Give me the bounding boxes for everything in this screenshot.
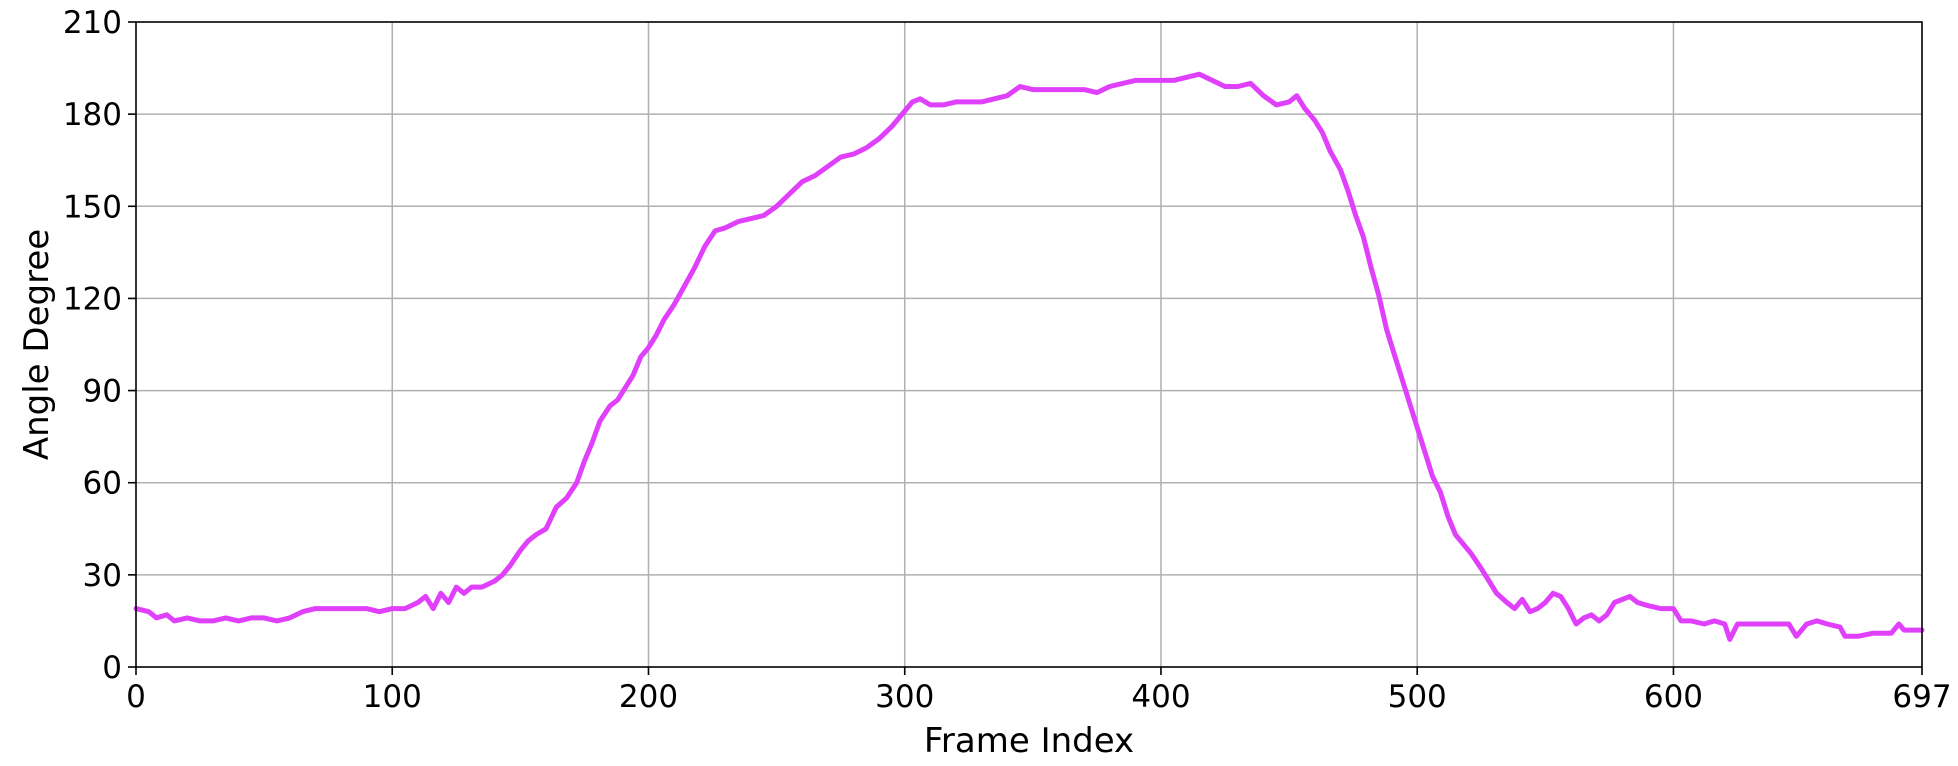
frame-layer: [135, 21, 1923, 668]
grid-layer: [136, 22, 1922, 667]
y-tick-label: 30: [83, 558, 122, 594]
ticks-layer: 0 100 200 300 400 500 600 697 0 30 60 90 120 150 180 21…: [63, 5, 1952, 715]
y-tick-label: 60: [83, 466, 122, 502]
y-tick-label: 150: [63, 189, 122, 225]
x-tick-label: 200: [619, 679, 678, 715]
x-tick-label: 0: [126, 679, 146, 715]
x-tick-label: 697: [1892, 679, 1951, 715]
y-tick-label: 120: [63, 281, 122, 317]
series-line-0: [133, 71, 1925, 642]
x-axis-title: Frame Index: [924, 721, 1134, 761]
line-layer: [133, 71, 1925, 642]
y-tick-label: 180: [63, 97, 122, 133]
plot-frame: [135, 21, 1923, 668]
x-tick-label: 300: [875, 679, 934, 715]
x-tick-label: 500: [1388, 679, 1447, 715]
x-tick-label: 100: [363, 679, 422, 715]
y-tick-label: 90: [83, 374, 122, 410]
y-tick-label: 210: [63, 5, 122, 41]
y-axis-title: Angle Degree: [17, 229, 57, 460]
y-tick-label: 0: [102, 650, 122, 686]
x-tick-label: 400: [1131, 679, 1190, 715]
x-tick-label: 600: [1644, 679, 1703, 715]
